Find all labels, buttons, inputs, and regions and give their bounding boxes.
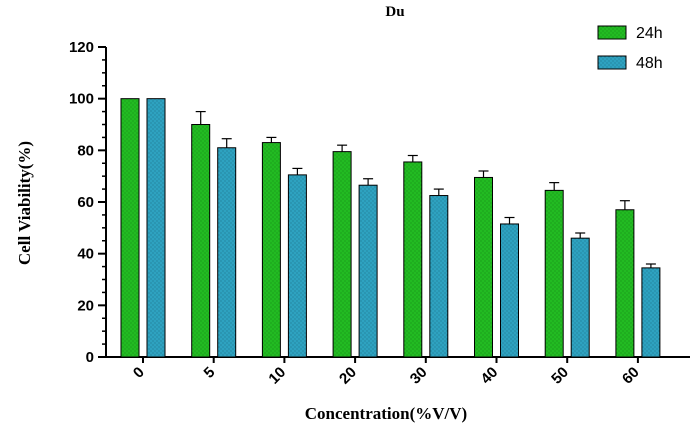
bar-48h-0 (146, 98, 166, 358)
legend-label-24h: 24h (636, 25, 663, 42)
bar-24h-50 (544, 189, 564, 358)
chart-title: Du (385, 4, 404, 20)
x-tick-label: 30 (407, 364, 431, 388)
bar-48h-20 (358, 184, 378, 358)
x-tick-label: 0 (130, 364, 148, 382)
x-tick-label: 50 (548, 364, 572, 388)
y-tick-label: 40 (77, 246, 94, 263)
x-tick-label: 60 (619, 364, 643, 388)
bar-24h-5 (191, 124, 211, 358)
y-tick-label: 80 (77, 142, 94, 159)
y-tick-label: 100 (69, 91, 94, 108)
legend-swatch-48h (597, 55, 627, 70)
y-axis: 0 20 40 60 80 100 120 (69, 39, 107, 366)
bar-24h-30 (403, 161, 423, 358)
x-axis: 0 5 10 20 30 40 50 60 (106, 356, 690, 388)
bar-48h-30 (429, 195, 449, 358)
bar-24h-0 (120, 98, 140, 358)
x-tick-label: 40 (478, 364, 502, 388)
bar-24h-40 (474, 176, 493, 358)
bar-48h-10 (287, 174, 307, 358)
bar-48h-5 (217, 147, 237, 358)
x-tick-label: 5 (201, 364, 219, 382)
y-tick-label: 20 (77, 297, 94, 314)
bar-series (120, 98, 661, 358)
y-tick-label: 60 (77, 194, 94, 211)
bar-48h-50 (570, 237, 590, 358)
y-axis-label: Cell Viability(%) (15, 141, 34, 265)
y-tick-label: 120 (69, 39, 94, 56)
bar-24h-60 (615, 209, 635, 358)
bar-24h-20 (332, 151, 352, 358)
x-tick-label: 10 (265, 364, 289, 388)
bar-48h-40 (500, 223, 519, 358)
legend-label-48h: 48h (636, 55, 663, 72)
legend-swatch-24h (597, 25, 627, 40)
legend: 24h 48h (597, 25, 663, 72)
x-axis-label: Concentration(%V/V) (305, 404, 467, 423)
bar-24h-10 (261, 142, 281, 358)
error-bars (195, 110, 656, 268)
bar-48h-60 (641, 267, 661, 358)
x-tick-label: 20 (336, 364, 360, 388)
y-tick-label: 0 (86, 349, 94, 366)
